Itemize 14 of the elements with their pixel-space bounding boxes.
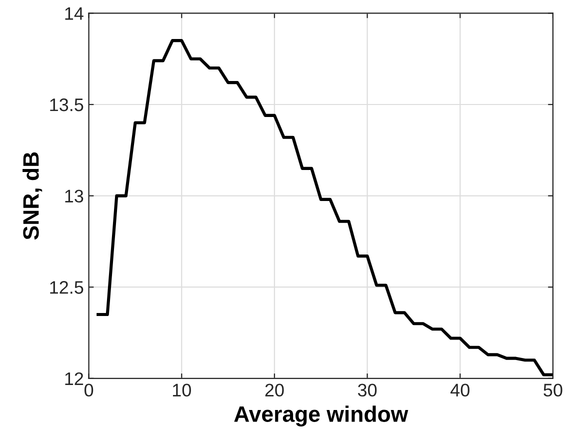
y-tick-label: 14	[65, 7, 84, 20]
x-axis-title: Average window	[234, 406, 408, 426]
y-axis-title: SNR, dB	[22, 152, 42, 240]
y-tick-label: 13	[65, 190, 84, 203]
x-tick-label: 30	[358, 384, 377, 397]
y-tick-label: 13.5	[50, 98, 84, 112]
x-tick-label: 20	[265, 384, 284, 397]
y-tick-label: 12.5	[50, 281, 84, 294]
x-tick-label: 40	[450, 384, 470, 397]
x-tick-label: 10	[172, 384, 191, 397]
y-tick-label: 12	[65, 372, 84, 385]
x-tick-label: 50	[544, 384, 562, 397]
line-series	[96, 39, 553, 376]
x-tick-label: 0	[84, 384, 94, 397]
